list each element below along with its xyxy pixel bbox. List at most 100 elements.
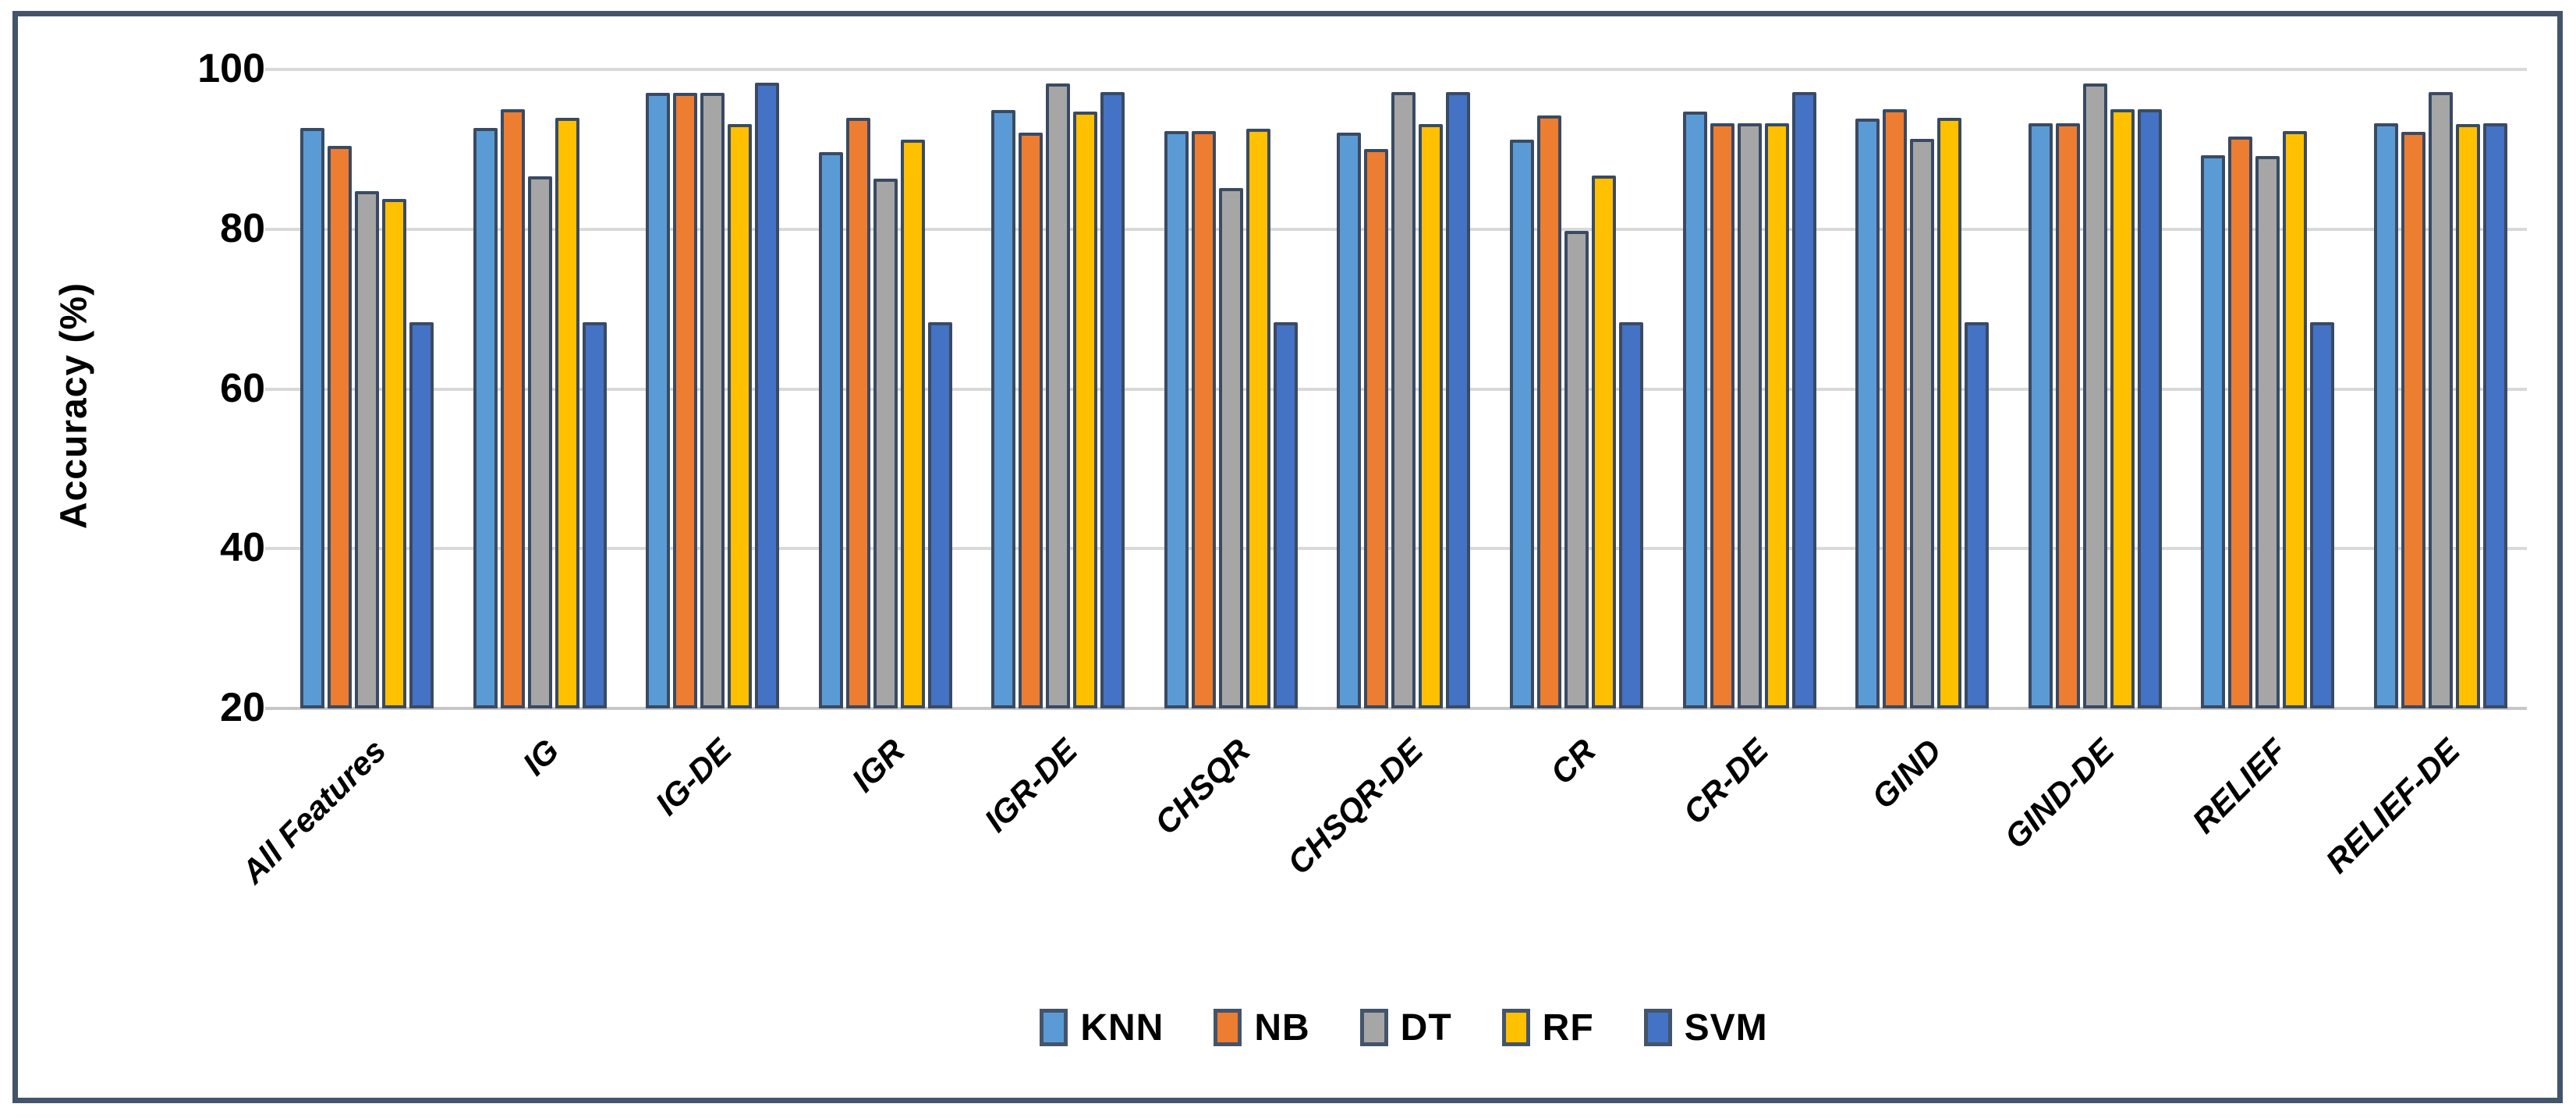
x-axis-label: CR-DE: [1676, 732, 1776, 832]
bar-group: [1663, 69, 1836, 708]
legend-item-rf: RF: [1501, 1006, 1594, 1049]
legend: KNN NB DT RF SVM: [281, 1000, 2527, 1055]
x-axis-label: CHSQR-DE: [1280, 732, 1430, 882]
bar-nb: [2401, 131, 2425, 708]
legend-item-nb: NB: [1214, 1006, 1309, 1049]
bar-knn: [300, 127, 325, 708]
bar-dt: [527, 176, 552, 708]
bar-group: [454, 69, 627, 708]
bar-group: [2181, 69, 2355, 708]
x-axis-label: GIND-DE: [1997, 732, 2121, 856]
bar-rf: [1937, 118, 1962, 708]
bar-group: [2354, 69, 2527, 708]
bar-rf: [2283, 130, 2308, 708]
gridline: [265, 68, 2527, 71]
legend-label: RF: [1542, 1006, 1594, 1049]
bar-rf: [1073, 112, 1098, 708]
bar-knn: [1337, 132, 1362, 708]
bar-svm: [2482, 122, 2507, 708]
bar-knn: [1682, 112, 1707, 708]
y-axis-tick-label: 100: [197, 45, 265, 91]
legend-swatch-knn: [1040, 1009, 1068, 1046]
bar-dt: [2082, 83, 2107, 708]
legend-label: DT: [1400, 1006, 1452, 1049]
x-axis-labels: All Features IG IG-DE IGR IGR-DE CHSQR CHSQR-D…: [235, 721, 2527, 955]
bar-group: [1145, 69, 1318, 708]
bar-group: [972, 69, 1145, 708]
legend-swatch-rf: [1501, 1009, 1530, 1046]
x-axis-label: CHSQR: [1147, 732, 1257, 842]
bar-nb: [673, 92, 698, 708]
bar-svm: [1100, 91, 1125, 708]
bar-svm: [927, 321, 952, 708]
bar-knn: [646, 92, 671, 708]
bar-svm: [582, 321, 607, 708]
bar-svm: [755, 83, 780, 708]
legend-item-svm: SVM: [1643, 1006, 1768, 1049]
bar-rf: [382, 198, 407, 708]
y-axis-title: Accuracy (%): [53, 282, 95, 530]
bar-nb: [1536, 115, 1561, 708]
bar-rf: [1764, 122, 1789, 708]
bar-group: [1490, 69, 1664, 708]
bar-group: [1317, 69, 1490, 708]
bars-layer: [281, 69, 2527, 708]
plot-area: [265, 68, 2527, 710]
x-axis-baseline: [265, 707, 2527, 710]
bar-nb: [1191, 130, 1216, 708]
bar-dt: [1737, 122, 1762, 708]
x-axis-label: IG-DE: [648, 732, 739, 822]
y-axis-tick-label: 20: [220, 684, 265, 730]
bar-rf: [555, 118, 579, 708]
legend-swatch-dt: [1359, 1009, 1388, 1046]
bar-group: [281, 69, 454, 708]
bar-group: [799, 69, 973, 708]
bar-knn: [2201, 154, 2226, 708]
bar-rf: [1591, 176, 1616, 708]
bar-rf: [2110, 109, 2135, 708]
bar-nb: [1019, 132, 1044, 708]
y-axis-tick-labels: 100 80 60 40 20: [117, 46, 265, 730]
bar-dt: [2255, 155, 2280, 708]
bar-nb: [1883, 109, 1908, 708]
bar-knn: [1509, 140, 1534, 708]
bar-group: [1836, 69, 2009, 708]
bar-dt: [873, 179, 898, 708]
bar-knn: [2028, 122, 2053, 708]
bar-nb: [2055, 122, 2080, 708]
bar-rf: [1419, 123, 1444, 708]
legend-item-dt: DT: [1359, 1006, 1452, 1049]
bar-nb: [328, 146, 353, 708]
bar-svm: [1618, 321, 1643, 708]
bar-rf: [728, 123, 753, 708]
bar-svm: [409, 321, 434, 708]
bar-nb: [1710, 122, 1734, 708]
bar-knn: [1855, 119, 1880, 708]
bar-group: [2008, 69, 2181, 708]
bar-svm: [1791, 91, 1816, 708]
bar-svm: [2310, 321, 2335, 708]
bar-svm: [2137, 109, 2162, 708]
legend-swatch-nb: [1214, 1009, 1242, 1046]
bar-nb: [845, 118, 870, 708]
legend-label: SVM: [1684, 1006, 1768, 1049]
bar-svm: [1273, 321, 1298, 708]
bar-dt: [2428, 91, 2453, 708]
bar-knn: [818, 152, 843, 708]
y-axis-tick-label: 80: [220, 205, 265, 251]
x-axis-label: IGR: [844, 732, 912, 800]
bar-knn: [473, 127, 498, 708]
y-axis-tick-label: 60: [220, 365, 265, 411]
x-axis-label: IGR-DE: [976, 732, 1085, 839]
bar-nb: [2228, 137, 2253, 708]
y-axis-tick-label: 40: [220, 525, 265, 571]
x-axis-label: CR: [1543, 732, 1603, 792]
bar-knn: [1164, 130, 1189, 708]
legend-swatch-svm: [1643, 1009, 1672, 1046]
bar-rf: [1245, 128, 1270, 708]
x-axis-label: RELIEF: [2185, 732, 2294, 840]
bar-dt: [1910, 139, 1935, 708]
legend-item-knn: KNN: [1040, 1006, 1164, 1049]
bar-knn: [991, 110, 1016, 708]
